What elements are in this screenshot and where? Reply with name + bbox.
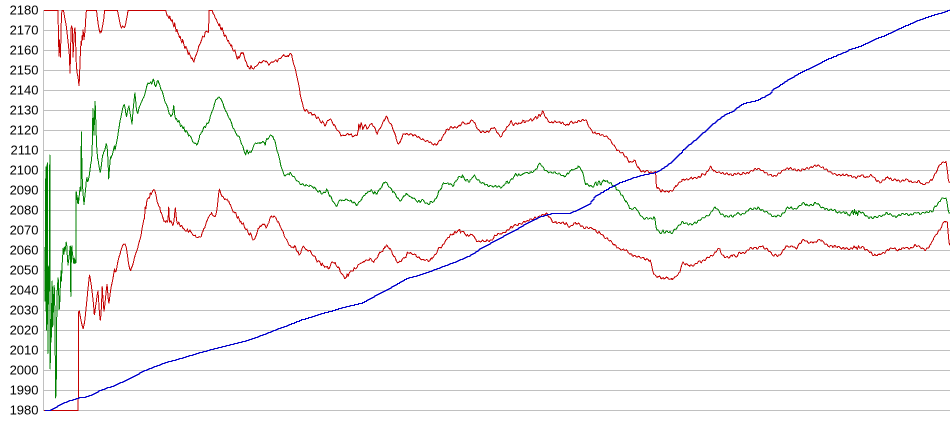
svg-text:2160: 2160 [10,43,39,58]
svg-text:2120: 2120 [10,123,39,138]
svg-text:2070: 2070 [10,223,39,238]
svg-text:2150: 2150 [10,63,39,78]
svg-text:2020: 2020 [10,323,39,338]
svg-text:2100: 2100 [10,163,39,178]
svg-text:2080: 2080 [10,203,39,218]
svg-text:2130: 2130 [10,103,39,118]
svg-text:2140: 2140 [10,83,39,98]
svg-text:2090: 2090 [10,183,39,198]
svg-text:1980: 1980 [10,403,39,418]
svg-text:1990: 1990 [10,383,39,398]
svg-text:2050: 2050 [10,263,39,278]
svg-text:2030: 2030 [10,303,39,318]
svg-text:2060: 2060 [10,243,39,258]
svg-text:2010: 2010 [10,343,39,358]
svg-text:2170: 2170 [10,23,39,38]
svg-text:2040: 2040 [10,283,39,298]
svg-text:2000: 2000 [10,363,39,378]
svg-text:2180: 2180 [10,3,39,18]
svg-text:2110: 2110 [11,143,39,158]
